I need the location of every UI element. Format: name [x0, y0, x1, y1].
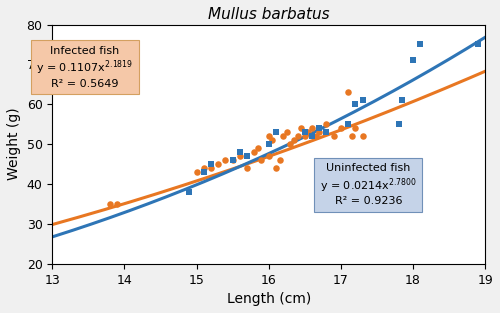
Point [228, 157, 236, 162]
Point [243, 166, 251, 171]
Point [264, 154, 272, 159]
Point [113, 202, 121, 207]
Point [222, 157, 230, 162]
Point [416, 42, 424, 47]
Point [272, 166, 280, 171]
Y-axis label: Weight (g): Weight (g) [7, 108, 21, 181]
Point [322, 122, 330, 127]
Point [228, 157, 236, 162]
Point [297, 126, 305, 131]
Point [200, 166, 208, 171]
Point [279, 134, 287, 139]
Point [207, 162, 215, 167]
Point [236, 154, 244, 159]
Point [186, 189, 194, 194]
Point [358, 134, 366, 139]
Point [264, 142, 272, 147]
Point [304, 130, 312, 135]
Point [394, 122, 402, 127]
Point [207, 166, 215, 171]
Point [474, 42, 482, 47]
Point [322, 130, 330, 135]
Point [315, 130, 323, 135]
Point [282, 130, 290, 135]
Text: Uninfected fish
y = 0.0214x$^{2.7800}$
R² = 0.9236: Uninfected fish y = 0.0214x$^{2.7800}$ R… [320, 163, 416, 206]
Point [286, 142, 294, 147]
Point [272, 130, 280, 135]
Point [276, 157, 283, 162]
Point [268, 138, 276, 143]
Point [200, 170, 208, 175]
Title: Mullus barbatus: Mullus barbatus [208, 7, 330, 22]
Point [264, 134, 272, 139]
Point [358, 98, 366, 103]
Point [409, 58, 417, 63]
Point [236, 150, 244, 155]
Point [315, 126, 323, 131]
Point [337, 126, 345, 131]
Point [344, 122, 352, 127]
Point [192, 170, 200, 175]
Point [106, 202, 114, 207]
Point [254, 146, 262, 151]
X-axis label: Length (cm): Length (cm) [226, 292, 311, 306]
Point [330, 134, 338, 139]
Point [294, 134, 302, 139]
Point [308, 126, 316, 131]
Point [344, 90, 352, 95]
Point [301, 130, 309, 135]
Point [308, 134, 316, 139]
Point [352, 102, 360, 107]
Point [214, 162, 222, 167]
Text: Infected fish
y = 0.1107x$^{2.1819}$
R² = 0.5649: Infected fish y = 0.1107x$^{2.1819}$ R² … [36, 46, 134, 89]
Point [243, 154, 251, 159]
Point [352, 126, 360, 131]
Point [250, 150, 258, 155]
Point [290, 138, 298, 143]
Point [258, 157, 266, 162]
Point [348, 134, 356, 139]
Point [301, 134, 309, 139]
Point [312, 134, 320, 139]
Point [398, 98, 406, 103]
